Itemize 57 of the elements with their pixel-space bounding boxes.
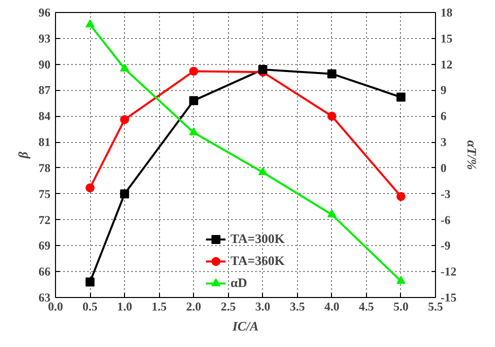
x-tick-label: 5.5	[428, 300, 443, 314]
x-axis-title: IC/A	[231, 318, 259, 334]
y2-tick-label: 9	[440, 83, 446, 98]
point	[189, 66, 198, 76]
y-tick-label: 75	[38, 186, 50, 201]
x-tick-label: 4.5	[358, 300, 374, 314]
legend-label: TA=300K	[230, 231, 285, 247]
point	[189, 127, 198, 136]
y-tick-label: 84	[38, 109, 50, 124]
point	[258, 167, 268, 176]
y-tick-label: 78	[38, 160, 50, 175]
point	[258, 65, 268, 74]
point	[327, 112, 336, 121]
x-tick-label: 0.5	[82, 300, 98, 314]
point	[120, 115, 130, 124]
x-tick-label: 2.0	[186, 300, 202, 314]
y2-tick-label: -9	[440, 238, 450, 253]
x-tick-label: 3.5	[290, 300, 305, 314]
legend-label: TA=360K	[230, 253, 285, 269]
y-tick-label: 81	[38, 135, 50, 150]
point	[86, 277, 95, 286]
x-tick-label: 1.0	[117, 300, 132, 314]
point	[86, 183, 95, 192]
y-tick-label: 69	[38, 238, 50, 253]
y-tick-label: 87	[38, 83, 50, 98]
point	[120, 189, 130, 198]
point	[396, 92, 406, 102]
point	[327, 69, 336, 78]
point	[396, 276, 406, 284]
x-tick-label: 3.0	[255, 300, 270, 314]
y2-axis-title: αT/%	[464, 140, 480, 170]
x-tick-label: 5.0	[393, 300, 408, 314]
y2-tick-label: 3	[440, 135, 446, 150]
point	[86, 19, 95, 28]
y2-tick-label: 12	[440, 57, 452, 72]
point	[120, 64, 130, 72]
y-tick-label: 72	[38, 212, 50, 227]
y2-tick-label: 15	[440, 31, 452, 46]
legend-label: αD	[230, 275, 248, 291]
y-axis-title: β	[16, 151, 30, 160]
y2-tick-label: -6	[440, 212, 450, 227]
point	[396, 192, 406, 201]
point	[189, 96, 198, 106]
y2-tick-label: -3	[440, 186, 450, 201]
y-tick-label: 90	[38, 57, 50, 72]
y2-tick-label: 6	[440, 109, 446, 124]
x-tick-label: 1.5	[152, 300, 167, 314]
y2-tick-label: -15	[440, 290, 456, 304]
point	[327, 209, 336, 218]
y2-tick-label: -12	[440, 264, 456, 279]
y-tick-label: 96	[38, 6, 50, 20]
y2-tick-label: 0	[440, 160, 446, 175]
y-tick-label: 66	[38, 264, 50, 279]
y2-tick-label: 18	[440, 6, 452, 20]
y-tick-label: 93	[38, 31, 50, 46]
x-tick-label: 4.0	[324, 300, 340, 314]
x-tick-label: 2.5	[220, 300, 236, 314]
